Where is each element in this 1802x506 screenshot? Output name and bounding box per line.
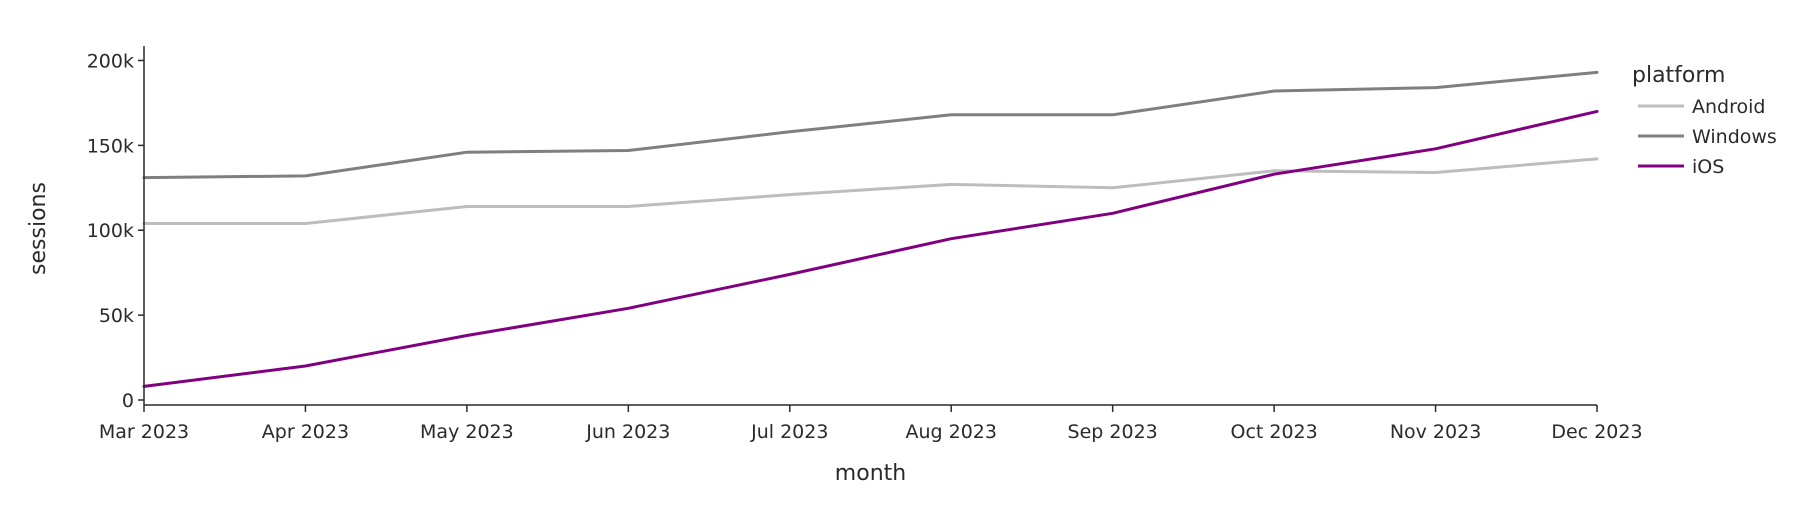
y-tick-label: 150k (87, 135, 134, 157)
x-tick-label: Jul 2023 (750, 421, 828, 443)
x-tick-label: Sep 2023 (1068, 421, 1158, 443)
series-line-android (142, 157, 1599, 225)
y-tick-label: 0 (122, 390, 134, 412)
plot-area (142, 70, 1599, 388)
x-tick-label: Mar 2023 (99, 421, 189, 443)
y-tick-label: 50k (99, 305, 134, 327)
legend-items: Android Windows iOS (1638, 96, 1777, 178)
legend-label-ios: iOS (1692, 156, 1724, 178)
y-tick-label: 200k (87, 50, 134, 72)
x-tick-label: Dec 2023 (1551, 421, 1642, 443)
y-axis-title: sessions (26, 182, 51, 275)
series-line-windows (142, 70, 1599, 180)
x-tick-label: Aug 2023 (905, 421, 997, 443)
x-tick-label: May 2023 (420, 421, 514, 443)
x-tick-label: Apr 2023 (262, 421, 349, 443)
y-tick-label: 100k (87, 220, 134, 242)
legend-title: platform (1632, 63, 1725, 88)
legend: platform Android Windows iOS (1632, 63, 1777, 178)
y-axis-ticks: 0 50k 100k 150k 200k (87, 50, 144, 412)
x-tick-label: Nov 2023 (1390, 421, 1481, 443)
x-axis-ticks: Mar 2023 Apr 2023 May 2023 Jun 2023 Jul 2023… (99, 405, 1643, 443)
series-line-ios (142, 109, 1599, 388)
axes: 0 50k 100k 150k 200k Mar 2023 Apr 2023 May 202… (87, 46, 1643, 443)
x-axis-title: month (835, 461, 906, 486)
legend-label-windows: Windows (1692, 126, 1777, 148)
x-tick-label: Oct 2023 (1230, 421, 1317, 443)
legend-label-android: Android (1692, 96, 1765, 118)
x-tick-label: Jun 2023 (585, 421, 670, 443)
